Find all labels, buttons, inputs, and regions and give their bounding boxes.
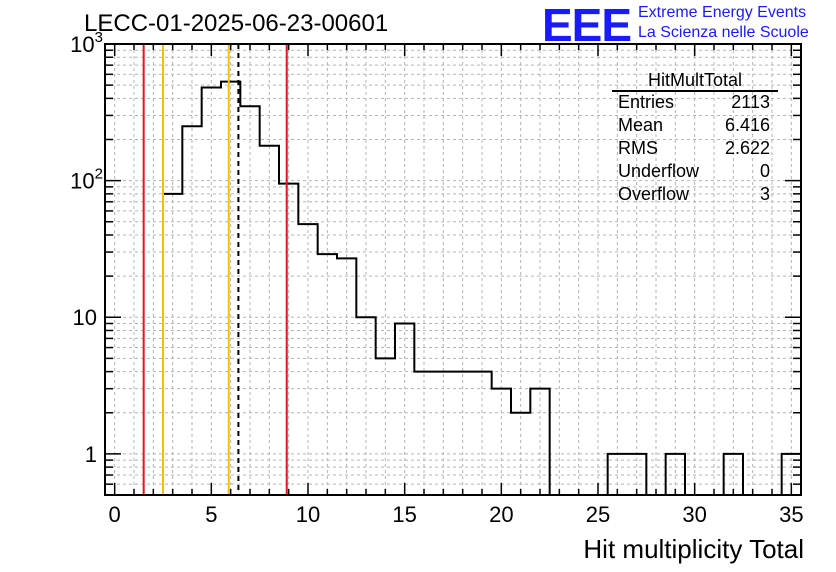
plot-frame	[104, 43, 802, 496]
page-title: LECC-01-2025-06-23-00601	[84, 10, 389, 37]
logo-line-2: La Scienza nelle Scuole	[638, 24, 809, 41]
y-tick-label: 10	[73, 305, 97, 330]
logo-line-1: Extreme Energy Events	[638, 4, 807, 21]
stats-label: Mean	[618, 115, 664, 135]
stats-label: Underflow	[618, 161, 700, 181]
stats-row-mean: Mean 6.416	[618, 115, 770, 137]
stats-label: Overflow	[618, 184, 690, 204]
x-tick-label: 20	[489, 502, 513, 527]
stats-value: 2.622	[724, 138, 770, 158]
stats-row-underflow: Underflow 0	[618, 161, 770, 183]
y-tick-label: 102	[70, 166, 103, 194]
stats-value: 3	[759, 184, 770, 204]
y-tick-label: 1	[85, 442, 97, 467]
eee-logo: EEE Extreme Energy Events La Scienza nel…	[542, 0, 832, 51]
histogram-bin	[722, 452, 744, 495]
stats-name: HitMultTotal	[647, 70, 743, 90]
x-tick-label: 10	[296, 502, 320, 527]
stats-value: 2113	[731, 92, 770, 112]
stats-row-entries: Entries 2113	[618, 92, 770, 114]
stats-row-overflow: Overflow 3	[618, 184, 770, 206]
stats-value: 0	[759, 161, 770, 181]
stats-label: RMS	[618, 138, 658, 158]
x-tick-label: 0	[109, 502, 121, 527]
histogram-bin	[664, 452, 686, 495]
stats-row-rms: RMS 2.622	[618, 138, 770, 160]
stats-value: 6.416	[724, 115, 770, 135]
x-tick-label: 5	[205, 502, 217, 527]
x-axis-label: Hit multiplicity Total	[583, 534, 804, 564]
stats-label: Entries	[618, 92, 675, 112]
x-tick-label: 35	[779, 502, 803, 527]
y-tick-label: 103	[70, 29, 103, 57]
histogram-bin	[606, 452, 648, 495]
x-tick-label: 30	[682, 502, 706, 527]
logo-mark: EEE	[542, 0, 632, 51]
x-tick-label: 25	[586, 502, 610, 527]
x-tick-label: 15	[392, 502, 416, 527]
stats-divider	[612, 90, 778, 92]
stats-box: HitMultTotal Entries 2113 Mean 6.416 RMS…	[612, 70, 778, 210]
histogram-bin	[162, 80, 551, 495]
